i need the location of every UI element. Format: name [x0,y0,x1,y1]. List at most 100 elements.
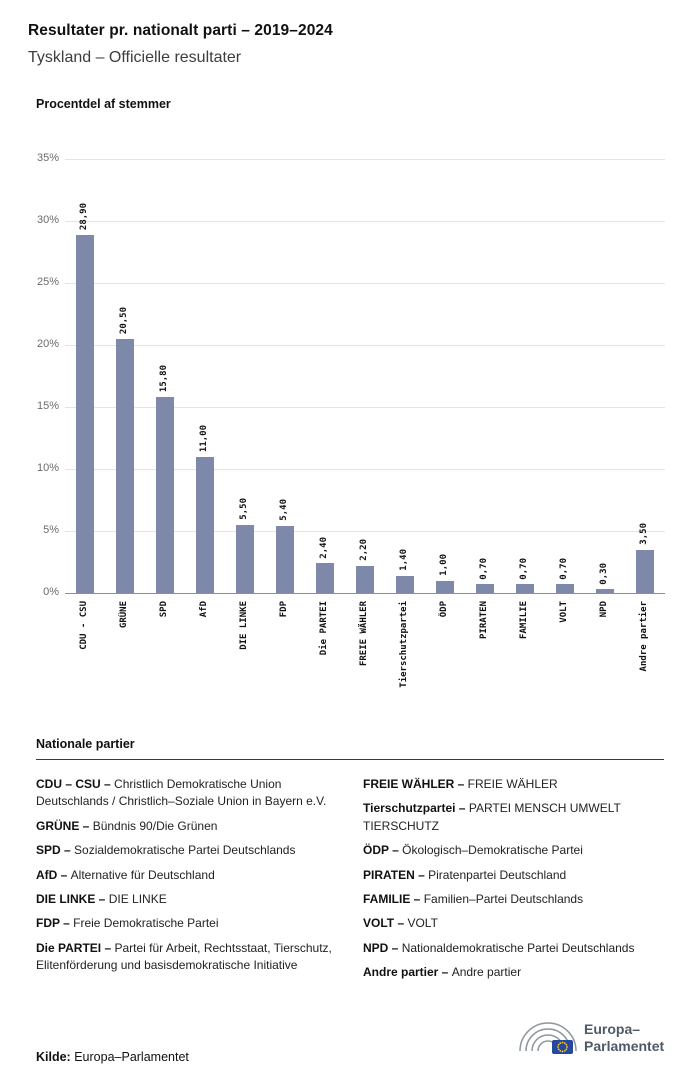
party-abbr: FAMILIE – [363,891,424,906]
bar [516,584,534,593]
ep-logo-icon: Europa– Parlamentet [519,1021,664,1054]
bar-value-label: 28,90 [79,202,89,230]
bar-value-label: 0,30 [599,562,609,585]
bar [476,584,494,593]
party-name: DIE LINKE [108,891,167,906]
legend-item: Andre partier – Andre partier [363,964,664,981]
y-gridline [65,159,665,160]
y-gridline [65,469,665,470]
legend-item: AfD – Alternative für Deutschland [36,867,337,884]
legend-item: FDP – Freie Demokratische Partei [36,915,337,932]
party-abbr: FREIE WÄHLER – [363,777,468,791]
party-abbr: Andre partier – [363,965,452,980]
x-axis-category-label: PIRATEN [479,601,489,639]
bar-value-label: 5,50 [239,498,249,520]
legend-item: CDU – CSU – Christlich Demokratische Uni… [36,776,337,811]
page-title: Resultater pr. nationalt parti – 2019–20… [28,22,333,39]
y-tick-label: 35% [36,152,59,164]
bar-value-label: 2,40 [319,536,329,559]
plot-area: 0% 5% 10% 15% 20% 25% 30% 35% 28,90 CDU - CSU 20,5… [37,152,665,688]
party-abbr: VOLT – [363,916,408,931]
party-name: Bündnis 90/Die Grünen [92,818,218,833]
party-name: Partei für Arbeit, Rechtsstaat, Tierschu… [36,940,332,973]
bar [116,338,134,593]
legend-title: Nationale partier [36,737,135,751]
party-abbr: FDP – [36,916,74,931]
party-abbr: SPD – [36,843,75,858]
logo-text-line2: Parlamentet [584,1038,664,1054]
legend-section: Nationale partier CDU – CSU – Christlich… [36,737,664,989]
legend-column: CDU – CSU – Christlich Demokratische Uni… [36,776,337,989]
x-axis-category-label: SPD [159,601,169,618]
party-name: FREIE WÄHLER [467,777,558,791]
legend-item: FAMILIE – Familien–Partei Deutschlands [363,891,664,908]
y-gridline [65,407,665,408]
legend-item: NPD – Nationaldemokratische Partei Deuts… [363,940,664,957]
party-abbr: PIRATEN – [363,867,429,882]
x-axis-category-label: CDU - CSU [79,601,89,650]
party-abbr: GRÜNE – [36,818,93,833]
y-tick-label: 15% [36,400,59,412]
party-name: Ökologisch–Demokratische Partei [402,843,583,858]
party-name: Christlich Demokratische Union Deutschla… [36,777,327,809]
legend-item: Tierschutzpartei – PARTEI MENSCH UMWELT … [363,800,664,835]
party-name: PARTEI MENSCH UMWELT TIERSCHUTZ [363,801,621,833]
party-name: Sozialdemokratische Partei Deutschlands [74,843,296,858]
bar [76,234,94,593]
x-axis-category-label: DIE LINKE [239,601,249,650]
x-axis-category-label: NPD [599,601,609,618]
bar-value-label: 0,70 [519,557,529,580]
legend-column: FREIE WÄHLER – FREIE WÄHLER Tierschutzpar… [363,776,664,989]
legend-item: PIRATEN – Piratenpartei Deutschland [363,867,664,884]
bar-value-label: 0,70 [559,557,569,580]
y-gridline [65,345,665,346]
legend-item: GRÜNE – Bündnis 90/Die Grünen [36,818,337,835]
party-name: Andre partier [451,965,522,980]
bar-value-label: 1,40 [399,548,409,571]
bar-chart: 0% 5% 10% 15% 20% 25% 30% 35% 28,90 CDU - CSU 20,5… [37,152,672,707]
source-line: Kilde: Europa–Parlamentet [36,1050,189,1064]
y-tick-label: 25% [36,276,59,288]
legend-item: FREIE WÄHLER – FREIE WÄHLER [363,776,664,793]
source-label: Kilde: [36,1050,71,1064]
legend-item: ÖDP – Ökologisch–Demokratische Partei [363,842,664,859]
source-value: Europa–Parlamentet [74,1050,189,1064]
bar-value-label: 3,50 [639,522,649,545]
bar [236,524,254,593]
x-axis-category-label: ÖDP [439,601,449,618]
ep-logo: Europa– Parlamentet [514,1013,672,1064]
bar-value-label: 5,40 [279,499,289,522]
x-axis-category-label: FAMILIE [519,601,529,639]
y-tick-label: 30% [36,214,59,226]
eu-stars [557,1041,568,1053]
y-tick-label: 0% [43,586,59,598]
party-abbr: NPD – [363,940,402,955]
party-abbr: Die PARTEI – [36,940,115,955]
legend-item: VOLT – VOLT [363,915,664,932]
y-tick-label: 10% [36,462,59,474]
party-abbr: AfD – [36,867,71,882]
page-subtitle: Tyskland – Officielle resultater [28,49,242,66]
x-axis-category-label: Tierschutzpartei [399,601,409,688]
y-gridline [65,531,665,532]
legend-item: Die PARTEI – Partei für Arbeit, Rechtsst… [36,940,337,975]
x-axis-category-label: AfD [199,601,209,618]
party-name: Familien–Partei Deutschlands [423,891,584,906]
y-tick-label: 20% [36,338,59,350]
report-header: Resultater pr. nationalt parti – 2019–20… [28,22,672,67]
party-abbr: CDU – CSU – [36,777,115,791]
x-axis-category-label: Die PARTEI [319,601,329,656]
x-axis-line [65,593,665,594]
legend-item: DIE LINKE – DIE LINKE [36,891,337,908]
legend-list: CDU – CSU – Christlich Demokratische Uni… [36,776,664,989]
bar [636,549,654,593]
chart-section: Procentdel af stemmer 0% 5% 10% 15% 20% 25% 30… [28,67,672,707]
logo-text-line1: Europa– [584,1021,640,1037]
bar-value-label: 0,70 [479,557,489,580]
bar [156,397,174,593]
bar-value-label: 20,50 [119,306,129,334]
bar-value-label: 11,00 [199,424,209,452]
eu-flag-icon [552,1040,573,1054]
bar-value-label: 1,00 [439,553,449,576]
